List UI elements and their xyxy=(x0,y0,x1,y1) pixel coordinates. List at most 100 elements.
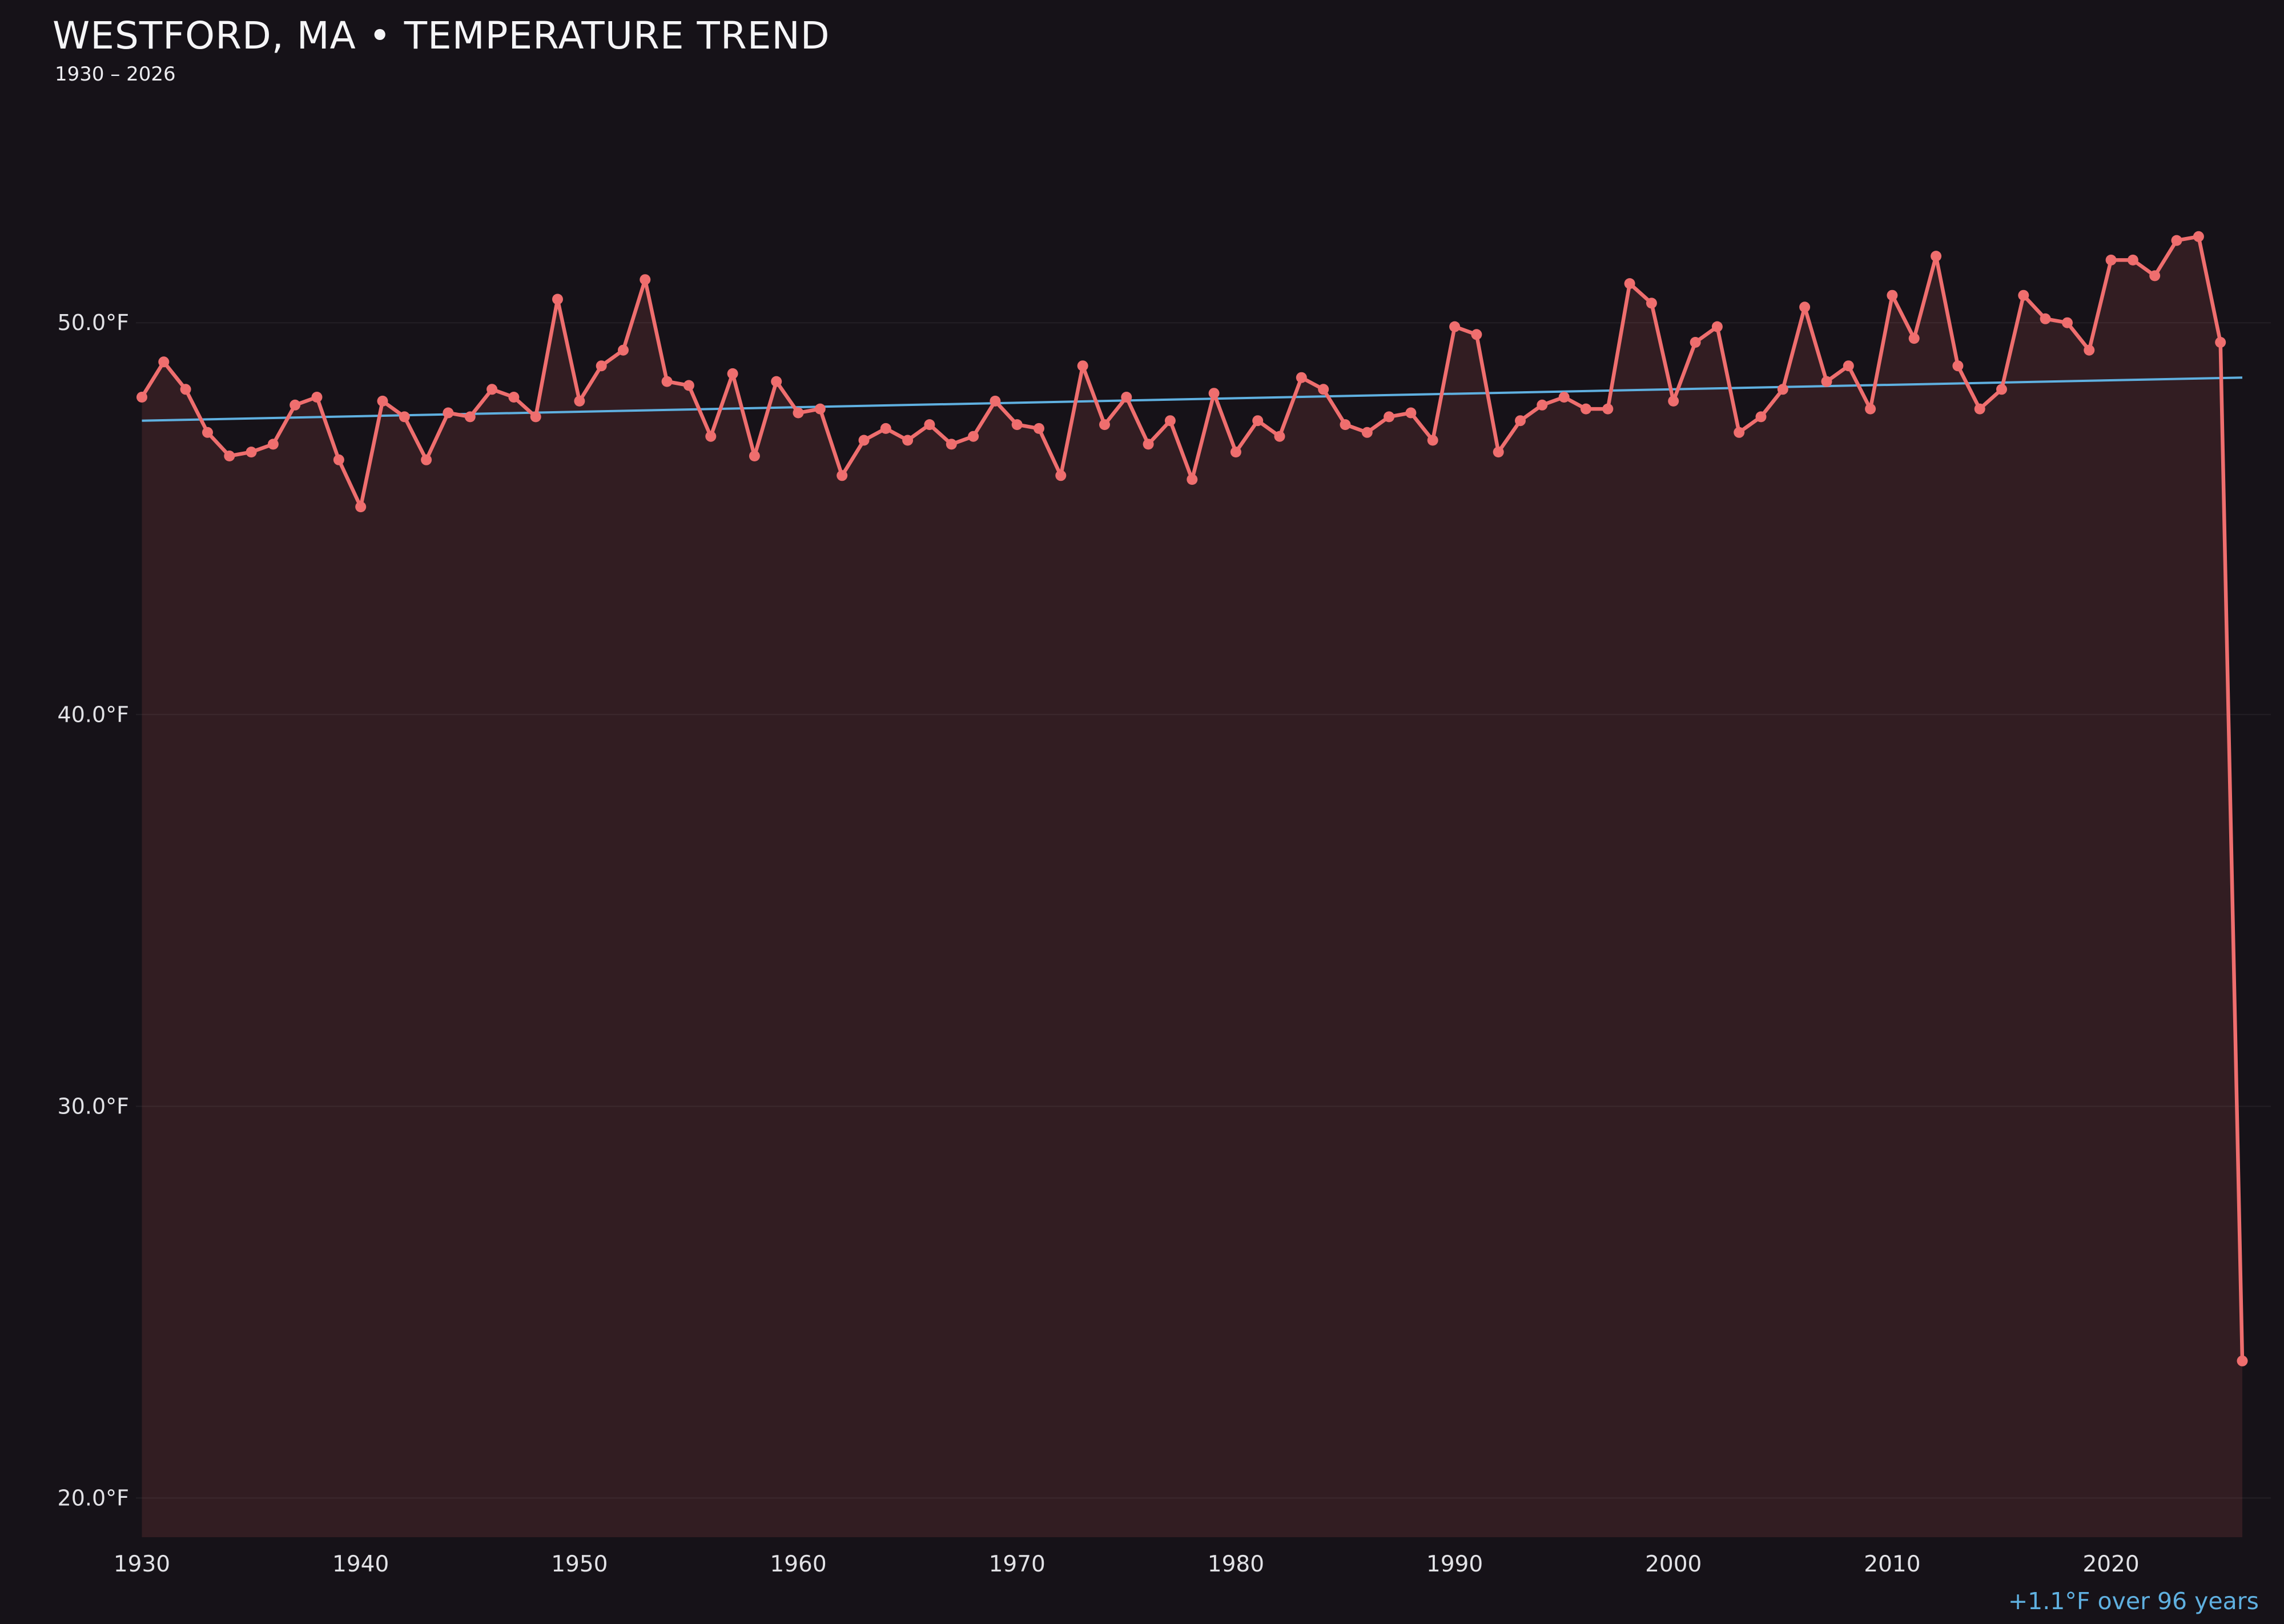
y-tick-label: 50.0°F xyxy=(58,310,129,335)
data-point xyxy=(946,439,957,450)
data-point xyxy=(267,439,279,450)
data-point xyxy=(990,395,1001,407)
data-point xyxy=(880,423,891,434)
data-point xyxy=(1646,298,1657,309)
chart-title: WESTFORD, MA • TEMPERATURE TREND xyxy=(53,14,830,58)
data-point xyxy=(968,431,979,442)
data-point xyxy=(1471,329,1482,340)
data-point xyxy=(2149,270,2161,282)
data-point xyxy=(1952,360,1964,372)
data-point xyxy=(2171,235,2182,246)
data-point xyxy=(1405,407,1417,419)
data-point xyxy=(377,395,388,407)
data-point xyxy=(1493,447,1504,458)
data-point xyxy=(1799,302,1811,313)
trend-line xyxy=(142,376,2243,422)
x-tick-label: 1940 xyxy=(332,1551,389,1577)
data-point xyxy=(1843,360,1854,372)
data-point xyxy=(552,294,563,305)
data-point xyxy=(311,392,323,403)
data-point xyxy=(1252,415,1264,427)
data-point xyxy=(530,411,541,423)
chart-subtitle: 1930 – 2026 xyxy=(55,63,176,86)
data-point xyxy=(1034,423,1044,434)
data-point xyxy=(727,368,738,379)
data-point xyxy=(421,454,432,465)
data-point xyxy=(2215,337,2226,348)
data-point xyxy=(1755,411,1767,423)
data-point xyxy=(1121,392,1132,403)
data-point xyxy=(705,431,717,442)
y-tick-label: 40.0°F xyxy=(58,702,129,727)
data-point xyxy=(1099,419,1110,431)
data-point xyxy=(1164,415,1176,427)
data-point xyxy=(1908,333,1920,344)
data-point xyxy=(1143,439,1154,450)
data-point xyxy=(1340,419,1351,431)
data-point xyxy=(2193,231,2204,242)
data-point xyxy=(202,427,213,438)
x-tick-label: 1970 xyxy=(989,1551,1046,1577)
data-point xyxy=(749,451,760,461)
data-point xyxy=(1777,384,1788,395)
data-point xyxy=(136,392,147,403)
data-point xyxy=(1515,415,1526,427)
x-tick-label: 2010 xyxy=(1864,1551,1920,1577)
data-point xyxy=(508,392,520,403)
data-point xyxy=(683,380,694,391)
data-point xyxy=(858,435,870,446)
x-tick-label: 1990 xyxy=(1426,1551,1483,1577)
data-point xyxy=(814,403,826,415)
data-point xyxy=(486,384,498,395)
data-point xyxy=(1931,251,1942,262)
data-point xyxy=(158,356,170,368)
data-point xyxy=(2237,1355,2248,1366)
data-point xyxy=(2040,313,2051,324)
data-point xyxy=(1821,376,1832,387)
data-point xyxy=(333,454,344,465)
data-point xyxy=(1581,403,1591,415)
x-tick-label: 2000 xyxy=(1645,1551,1702,1577)
data-point xyxy=(2018,290,2029,301)
data-point xyxy=(1974,403,1985,415)
data-point xyxy=(1187,474,1198,485)
data-point xyxy=(2105,254,2117,266)
data-point xyxy=(1011,419,1023,431)
data-point xyxy=(1055,470,1067,481)
x-tick-label: 2020 xyxy=(2082,1551,2139,1577)
data-point xyxy=(1690,337,1701,348)
data-point xyxy=(640,274,651,286)
data-point xyxy=(1361,427,1373,438)
data-point xyxy=(180,384,191,395)
data-point xyxy=(464,411,476,423)
data-point xyxy=(1449,321,1461,332)
x-tick-label: 1930 xyxy=(114,1551,170,1577)
data-point xyxy=(289,399,301,411)
data-point xyxy=(574,395,585,407)
data-point xyxy=(771,376,782,387)
y-tick-label: 20.0°F xyxy=(58,1485,129,1510)
data-point xyxy=(355,501,367,513)
data-point xyxy=(793,407,804,419)
data-point xyxy=(1537,399,1548,411)
data-point xyxy=(1668,395,1679,407)
data-point xyxy=(1996,384,2007,395)
data-point xyxy=(661,376,673,387)
data-point xyxy=(224,451,235,461)
data-point xyxy=(1208,388,1220,399)
trend-annotation: +1.1°F over 96 years xyxy=(2008,1587,2259,1615)
data-point xyxy=(618,344,629,356)
data-point xyxy=(2062,317,2073,328)
data-point xyxy=(1887,290,1898,301)
data-point xyxy=(1296,372,1307,383)
data-point xyxy=(443,407,454,419)
data-point xyxy=(1318,384,1329,395)
data-point xyxy=(1384,411,1395,423)
data-point xyxy=(1274,431,1285,442)
data-point xyxy=(399,411,410,423)
data-point xyxy=(1624,278,1635,290)
data-point xyxy=(1602,403,1614,415)
x-tick-label: 1960 xyxy=(770,1551,826,1577)
data-point xyxy=(902,435,914,446)
